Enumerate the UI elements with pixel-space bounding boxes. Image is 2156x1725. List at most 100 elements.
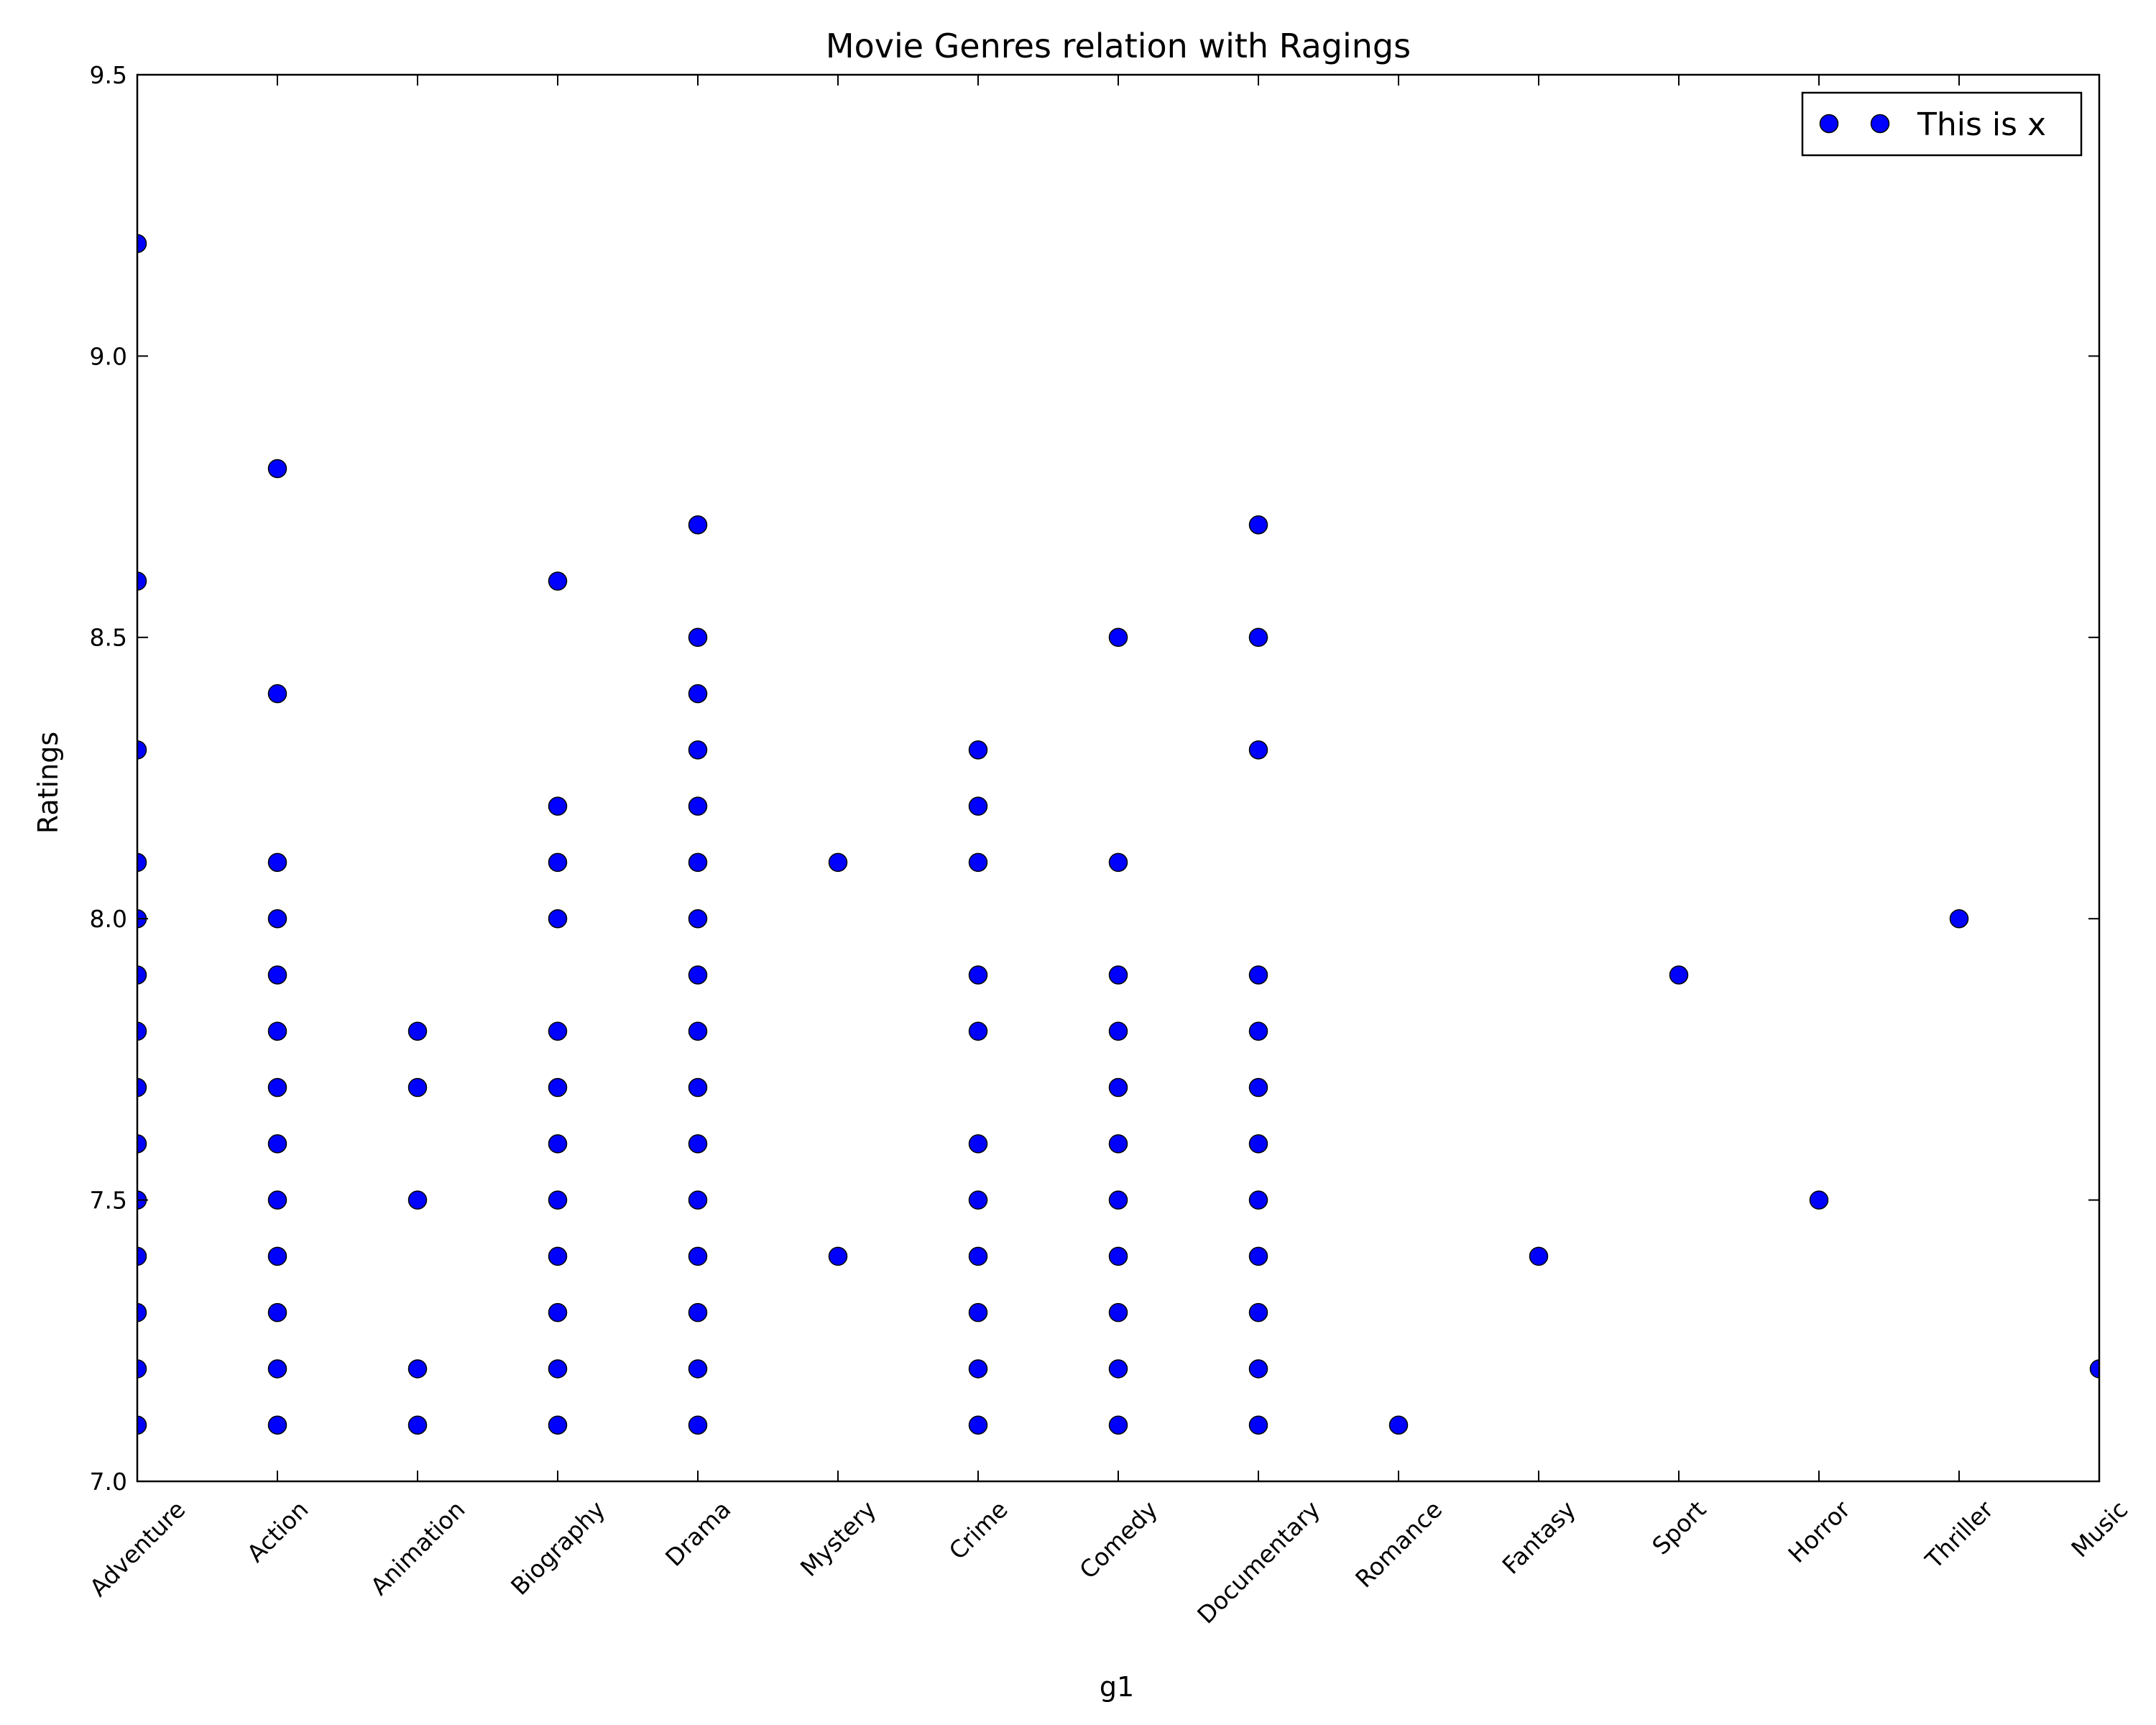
- point: [548, 1415, 568, 1435]
- point: [548, 571, 568, 591]
- point: [407, 1415, 428, 1435]
- point: [1388, 1415, 1409, 1435]
- point: [267, 1359, 287, 1379]
- point: [267, 1134, 287, 1154]
- point: [548, 1134, 568, 1154]
- point: [137, 571, 147, 591]
- point: [1108, 1302, 1128, 1322]
- point: [548, 1190, 568, 1210]
- point: [137, 1302, 147, 1322]
- point: [828, 1246, 848, 1266]
- point: [548, 1246, 568, 1266]
- point: [137, 1134, 147, 1154]
- point: [688, 684, 708, 704]
- point: [1669, 965, 1689, 985]
- point: [1108, 1134, 1128, 1154]
- point: [407, 1359, 428, 1379]
- point: [137, 740, 147, 760]
- legend-label: This is x: [1917, 106, 2046, 143]
- y-tick-label: 7.5: [90, 1186, 127, 1214]
- y-axis-label: Ratings: [32, 732, 64, 834]
- y-tick-label: 8.5: [90, 624, 127, 652]
- point: [968, 852, 988, 873]
- point: [267, 852, 287, 873]
- x-axis-label: g1: [1100, 1671, 1134, 1703]
- point: [267, 1190, 287, 1210]
- point: [1108, 1415, 1128, 1435]
- point: [688, 515, 708, 535]
- point: [1248, 627, 1268, 648]
- point: [137, 234, 147, 254]
- point: [1108, 852, 1128, 873]
- point: [267, 1021, 287, 1041]
- point: [137, 965, 147, 985]
- point: [1108, 1077, 1128, 1098]
- axes-frame: [136, 73, 2101, 1483]
- point: [137, 1021, 147, 1041]
- point: [1108, 1190, 1128, 1210]
- point: [2089, 1359, 2099, 1379]
- legend-marker: [1870, 114, 1890, 134]
- point: [1248, 1302, 1268, 1322]
- point: [1108, 1021, 1128, 1041]
- point: [407, 1077, 428, 1098]
- point: [968, 1190, 988, 1210]
- point: [267, 1077, 287, 1098]
- point: [688, 1077, 708, 1098]
- point: [407, 1021, 428, 1041]
- point: [1248, 515, 1268, 535]
- point: [548, 796, 568, 816]
- point: [688, 796, 708, 816]
- point: [548, 1359, 568, 1379]
- point: [1108, 627, 1128, 648]
- point: [1108, 965, 1128, 985]
- point: [688, 908, 708, 929]
- point: [828, 852, 848, 873]
- point: [688, 1246, 708, 1266]
- point: [968, 1302, 988, 1322]
- point: [1248, 965, 1268, 985]
- point: [1248, 1077, 1268, 1098]
- y-tick-label: 9.5: [90, 61, 127, 89]
- point: [267, 1302, 287, 1322]
- point: [968, 796, 988, 816]
- point: [137, 1415, 147, 1435]
- point: [137, 1359, 147, 1379]
- point: [267, 908, 287, 929]
- point: [688, 627, 708, 648]
- point: [1809, 1190, 1829, 1210]
- chart-title: Movie Genres relation with Ragings: [826, 27, 1411, 65]
- point: [548, 852, 568, 873]
- point: [968, 1246, 988, 1266]
- y-tick-label: 9.0: [90, 342, 127, 370]
- point: [267, 1246, 287, 1266]
- point: [548, 1021, 568, 1041]
- point: [1248, 1190, 1268, 1210]
- point: [267, 684, 287, 704]
- point: [968, 1134, 988, 1154]
- point: [1248, 1246, 1268, 1266]
- point: [688, 1134, 708, 1154]
- point: [548, 908, 568, 929]
- legend-marker: [1819, 114, 1839, 134]
- point: [688, 1359, 708, 1379]
- point: [407, 1190, 428, 1210]
- point: [688, 1190, 708, 1210]
- point: [548, 1302, 568, 1322]
- y-tick-label: 7.0: [90, 1468, 127, 1496]
- point: [137, 1246, 147, 1266]
- point: [968, 1415, 988, 1435]
- point: [688, 1021, 708, 1041]
- point: [137, 1077, 147, 1098]
- point: [688, 965, 708, 985]
- point: [1248, 1134, 1268, 1154]
- point: [688, 852, 708, 873]
- point: [688, 1415, 708, 1435]
- point: [267, 459, 287, 479]
- point: [548, 1077, 568, 1098]
- point: [968, 1359, 988, 1379]
- point: [1529, 1246, 1549, 1266]
- point: [688, 740, 708, 760]
- legend-box: [1801, 91, 2083, 157]
